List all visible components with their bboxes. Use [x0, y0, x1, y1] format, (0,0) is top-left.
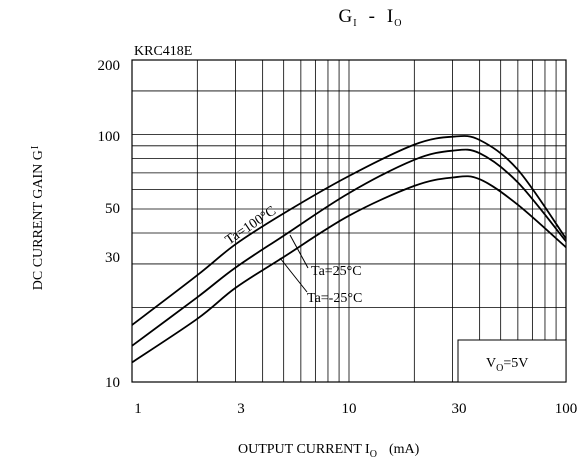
- title-sep: -: [369, 6, 375, 27]
- y-tick-labels: 10 30 50 100 200: [98, 58, 121, 391]
- series-curves: [131, 135, 567, 364]
- x-tick-label: 3: [237, 401, 245, 417]
- x-tick-label: 10: [342, 401, 357, 417]
- part-number: KRC418E: [134, 44, 192, 59]
- series-line-1: [131, 148, 567, 347]
- plot-frame: [131, 59, 567, 383]
- condition-v: V: [486, 356, 496, 371]
- series-line-2: [131, 175, 567, 364]
- x-tick-label: 1: [134, 401, 142, 417]
- series-label-ta-minus-25: Ta=-25°C: [307, 291, 362, 306]
- series-label-ta-25: Ta=25°C: [311, 264, 362, 279]
- y-tick-label: 50: [105, 201, 120, 217]
- series-label-ta-100: Ta=100°C: [223, 204, 279, 249]
- chart-title: GI - IO: [339, 6, 402, 29]
- x-axis-label-text: OUTPUT CURRENT I: [238, 442, 370, 457]
- leader-line-ta-25: [289, 234, 309, 269]
- condition-box-frame: [457, 339, 567, 383]
- x-tick-label: 30: [452, 401, 467, 417]
- y-axis-label-text: DC CURRENT GAIN G: [31, 150, 46, 290]
- condition-box: VO=5V: [457, 339, 567, 383]
- x-axis-label-sub: O: [370, 449, 377, 460]
- condition-text: VO=5V: [486, 356, 528, 374]
- leader-line-ta-minus-25: [279, 257, 308, 293]
- condition-rest: =5V: [503, 356, 528, 371]
- y-tick-label: 100: [98, 129, 121, 145]
- y-tick-label: 10: [105, 375, 120, 391]
- series-line-0: [131, 135, 567, 326]
- title-sub2: O: [394, 18, 401, 29]
- title-main: G: [339, 6, 353, 27]
- y-axis-label: DC CURRENT GAIN GI: [30, 146, 46, 290]
- y-tick-label: 30: [105, 250, 120, 266]
- y-axis-label-sub: I: [30, 146, 41, 149]
- x-tick-labels: 1 3 10 30 100: [134, 401, 577, 417]
- title-sub1: I: [353, 18, 356, 29]
- grid: [132, 60, 566, 382]
- title-main2: I: [387, 6, 393, 27]
- x-axis-label-unit: (mA): [389, 442, 420, 457]
- condition-sub: O: [496, 363, 503, 374]
- x-axis-label: OUTPUT CURRENT IO (mA): [238, 442, 420, 460]
- y-tick-label: 200: [98, 58, 121, 74]
- x-tick-label: 100: [555, 401, 578, 417]
